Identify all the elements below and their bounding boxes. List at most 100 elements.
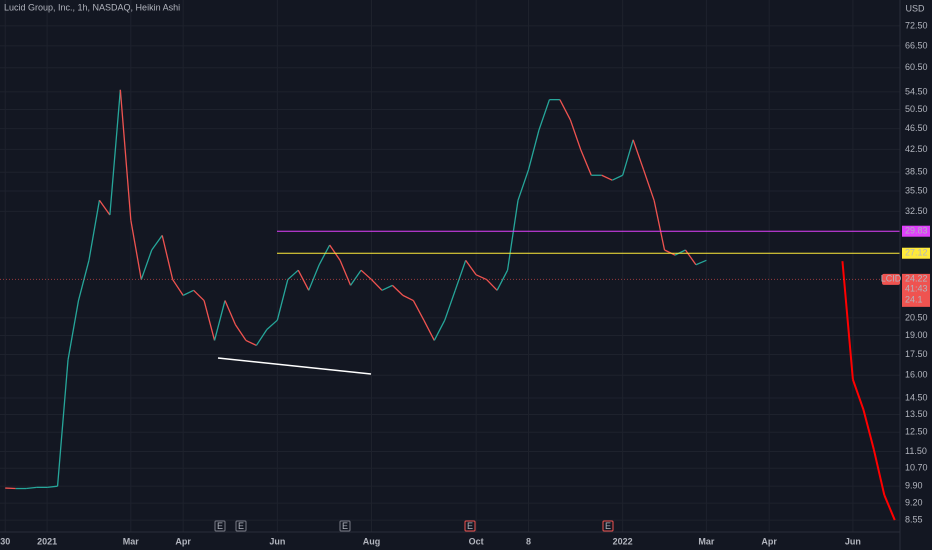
price-segment <box>642 169 655 201</box>
price-segment <box>433 319 446 341</box>
y-tick-label: 9.20 <box>905 498 923 508</box>
price-segment <box>851 379 865 410</box>
chart-title: Lucid Group, Inc., 1h, NASDAQ, Heikin As… <box>4 2 180 12</box>
x-tick-label: Jun <box>269 536 285 546</box>
price-segment <box>611 174 623 181</box>
y-tick-label: 38.50 <box>905 167 928 177</box>
price-segment <box>444 290 456 321</box>
y-tick-label: 42.50 <box>905 144 928 154</box>
price-segment <box>381 284 393 291</box>
price-segment <box>56 359 69 487</box>
y-tick-label: 35.50 <box>905 185 928 195</box>
price-segment <box>465 259 477 276</box>
y-tick-label: 10.70 <box>905 463 928 473</box>
price-segment <box>475 274 487 281</box>
event-label: E <box>238 521 244 531</box>
price-label: 24.22 <box>905 274 928 284</box>
price-segment <box>47 485 58 488</box>
price-box <box>902 273 930 307</box>
y-tick-label: 32.50 <box>905 206 928 216</box>
y-tick-label: 50.50 <box>905 104 928 114</box>
event-label: E <box>217 521 223 531</box>
price-segment <box>109 89 121 216</box>
price-segment <box>412 300 425 321</box>
price-segment <box>224 300 237 326</box>
level-label: 27.12 <box>905 248 928 258</box>
price-segment <box>538 99 551 131</box>
price-segment <box>140 249 153 280</box>
y-tick-label: 17.50 <box>905 349 928 359</box>
price-segment <box>329 244 341 261</box>
price-segment <box>371 279 383 291</box>
level-label-box <box>902 225 930 237</box>
price-segment <box>695 259 707 266</box>
y-tick-label: 9.90 <box>905 481 923 491</box>
price-segment <box>287 269 299 281</box>
y-tick-label: 72.50 <box>905 20 928 30</box>
grid <box>0 0 900 532</box>
labels: 8.55 9.20 9.90 10.70 11.50 12.50 13.50 14.50 16.… <box>0 20 930 546</box>
price-segment <box>119 89 132 221</box>
x-tick-label: Aug <box>363 536 381 546</box>
y-tick-label: 12.50 <box>905 427 928 437</box>
x-tick-label: Apr <box>761 536 777 546</box>
price-segment <box>841 261 854 380</box>
x-tick-label: Oct <box>469 536 484 546</box>
x-tick-label: 8 <box>526 536 531 546</box>
price-segment <box>674 249 686 256</box>
price-segment <box>308 264 320 291</box>
event-marker <box>464 520 476 532</box>
y-tick-label: 54.50 <box>905 86 928 96</box>
y-tick-label: 66.50 <box>905 40 928 50</box>
price-segment <box>193 289 205 302</box>
event-marker <box>339 520 351 532</box>
event-label: E <box>467 521 473 531</box>
x-tick-label: 30 <box>0 536 10 546</box>
price-segment <box>360 269 372 281</box>
price-segment <box>569 119 582 151</box>
price-segment <box>506 200 519 271</box>
x-tick-label: 2022 <box>613 536 633 546</box>
x-tick-label: Mar <box>698 536 715 546</box>
price-segment <box>203 300 216 341</box>
price-segment <box>684 249 697 266</box>
price-segment <box>872 449 886 496</box>
price-segment <box>664 249 676 256</box>
y-tick-label: 8.55 <box>905 514 923 524</box>
price-segment <box>130 219 142 280</box>
event-label: E <box>605 521 611 531</box>
y-tick-label: 16.00 <box>905 370 928 380</box>
price-segment <box>559 99 571 121</box>
price-segment <box>266 319 278 330</box>
x-tick-label: Apr <box>175 536 191 546</box>
level-label: 29.83 <box>905 226 928 236</box>
symbol-box <box>882 273 900 285</box>
price-segment <box>580 149 592 176</box>
price-segment <box>391 284 404 296</box>
price-segment <box>517 169 530 201</box>
level-label-box <box>902 247 930 259</box>
price-segment <box>601 174 613 181</box>
price-segment <box>26 486 37 490</box>
price-segment <box>297 269 310 291</box>
prev-price-label: 24.1 <box>905 295 923 305</box>
x-tick-label: 2021 <box>37 536 57 546</box>
price-segment <box>883 494 896 521</box>
countdown-label: 41:43 <box>905 284 928 294</box>
y-tick-label: 20.50 <box>905 312 928 322</box>
price-segment <box>77 260 90 301</box>
y-tick-label: 46.50 <box>905 123 928 133</box>
event-label: E <box>342 521 348 531</box>
price-segment <box>67 300 80 360</box>
price-segment <box>161 235 174 280</box>
price-segment <box>486 279 498 291</box>
event-marker <box>214 520 226 532</box>
price-segment <box>213 300 226 341</box>
price-segment <box>88 200 101 261</box>
plot <box>0 89 900 521</box>
price-segment <box>632 139 645 171</box>
price-segment <box>862 409 875 450</box>
price-segment <box>276 279 289 321</box>
